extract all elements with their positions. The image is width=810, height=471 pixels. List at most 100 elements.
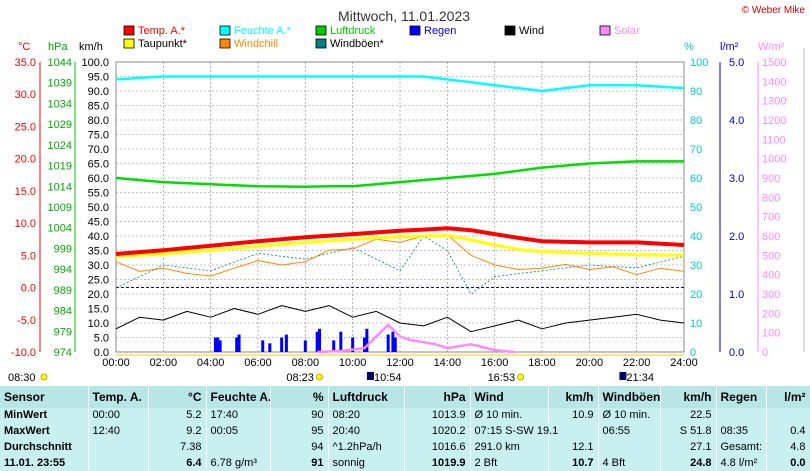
solar-tick-label: 900 [762,173,780,185]
solar-tick-label: 1100 [762,134,786,146]
cell: ^1.2hPa/h [328,439,405,456]
legend-swatch [219,38,231,49]
pressure-tick-label: 1024 [48,140,72,152]
cell: 1019.9 [404,455,471,471]
cell [88,455,149,471]
solar-tick-label: 0 [762,347,768,359]
pressure-tick-label: 1039 [48,78,72,90]
x-tick-label: 02:00 [150,357,178,369]
humidity-tick-label: 30 [690,260,702,272]
cell: 00:00 [88,407,149,424]
temp-tick-label: 35.0 [15,57,36,69]
hdr-gust: Windböen [598,386,661,408]
series-taupunkt [115,233,685,259]
pressure-tick-label: 1004 [48,223,72,235]
legend-label: Solar [614,25,640,37]
legend-swatch [315,38,327,49]
temp-tick-label: 15.0 [15,186,36,198]
cell: S 51.8 [660,423,717,440]
temp-tick-label: 10.0 [15,218,36,230]
cell: 12.1 [548,439,599,456]
cell: 6.4 [148,455,207,471]
speed-tick-label: 55.0 [88,188,109,200]
cell: 17:40 [206,407,271,424]
speed-tick-label: 10.0 [88,318,109,330]
rain-bar [391,331,395,352]
speed-tick-label: 35.0 [88,246,109,258]
legend-swatch [123,25,135,36]
pressure-tick-label: 999 [54,243,72,255]
legend-label: Regen [424,25,456,37]
pressure-tick-label: 984 [54,306,72,318]
legend-label: Luftdruck [330,25,376,37]
cell: 6.78 g/m³ [206,455,271,471]
speed-tick-label: 40.0 [88,231,109,243]
humidity-tick-label: 60 [690,173,702,185]
stats-row-min: MinWert 00:00 5.2 17:40 90 08:20 1013.9 … [0,407,810,424]
cell: 22.5 [660,407,717,424]
hdr-wind-unit: km/h [548,386,599,408]
pressure-tick-label: 1019 [48,161,72,173]
solar-tick-label: 100 [762,328,780,340]
cell: Ø 10 min. [598,407,661,424]
stats-row-avg: Durchschnitt 7.38 94 ^1.2hPa/h 1016.6 29… [0,439,810,456]
cell: 24.8 [660,455,717,471]
speed-unit-label: km/h [79,41,103,53]
pressure-tick-label: 994 [54,264,72,276]
cell: 12:40 [88,423,149,440]
legend-label: Feuchte A.* [234,25,292,37]
stats-row-max: MaxWert 12:40 9.2 00:05 95 20:40 1020.2 … [0,423,810,440]
rain-bar [216,337,220,352]
cell: 10.9 [548,407,599,424]
speed-tick-label: 80.0 [88,115,109,127]
rain-tick-label: 4.0 [729,115,744,127]
rain-bar [268,343,272,352]
rain-bar [303,340,307,352]
cell: 94 [270,439,329,456]
cell: 4.8 [766,439,810,456]
hdr-gust-unit: km/h [660,386,717,408]
humidity-tick-label: 40 [690,231,702,243]
hdr-temp: Temp. A. [88,386,149,408]
speed-tick-label: 25.0 [88,275,109,287]
pressure-tick-label: 979 [54,326,72,338]
humidity-tick-label: 20 [690,289,702,301]
series-solar [317,323,514,354]
pressure-tick-label: 1044 [48,57,72,69]
moonset-icon [619,372,627,380]
temp-unit-label: °C [18,41,30,53]
hdr-rain: Regen [716,386,767,408]
cell: 00:05 [206,423,271,440]
x-tick-label: 22:00 [623,357,651,369]
weather-chart: Mittwoch, 11.01.2023 © Weber Mike Temp. … [8,5,805,384]
cell: 1013.9 [404,407,471,424]
temp-tick-label: -5.0 [17,315,36,327]
cell: sonnig [328,455,405,471]
rain-bar [365,328,369,352]
temp-tick-label: 20.0 [15,154,36,166]
cell: 9.2 [148,423,207,440]
sunset-icon [517,373,525,381]
solar-tick-label: 700 [762,212,780,224]
x-tick-label: 18:00 [528,357,556,369]
legend-label: Windchill [234,38,278,50]
hdr-sensor: Sensor [0,386,89,408]
cell: 0.0 [766,455,810,471]
cell: Gesamt: [716,439,767,456]
row-label: MinWert [0,407,89,424]
x-tick-label: 16:00 [481,357,509,369]
solar-tick-label: 300 [762,289,780,301]
speed-tick-label: 0.0 [94,347,109,359]
humidity-tick-label: 70 [690,144,702,156]
pressure-tick-label: 1029 [48,119,72,131]
series-temp-a [115,226,685,256]
x-tick-label: 20:00 [576,357,604,369]
cell [716,407,767,424]
rain-bar [237,334,241,352]
cell: 90 [270,407,329,424]
solar-tick-label: 1400 [762,76,786,88]
humidity-tick-label: 90 [690,86,702,98]
rain-bar [393,337,397,352]
speed-tick-label: 15.0 [88,304,109,316]
stats-header-row: Sensor Temp. A. °C Feuchte A. % Luftdruc… [0,386,810,408]
